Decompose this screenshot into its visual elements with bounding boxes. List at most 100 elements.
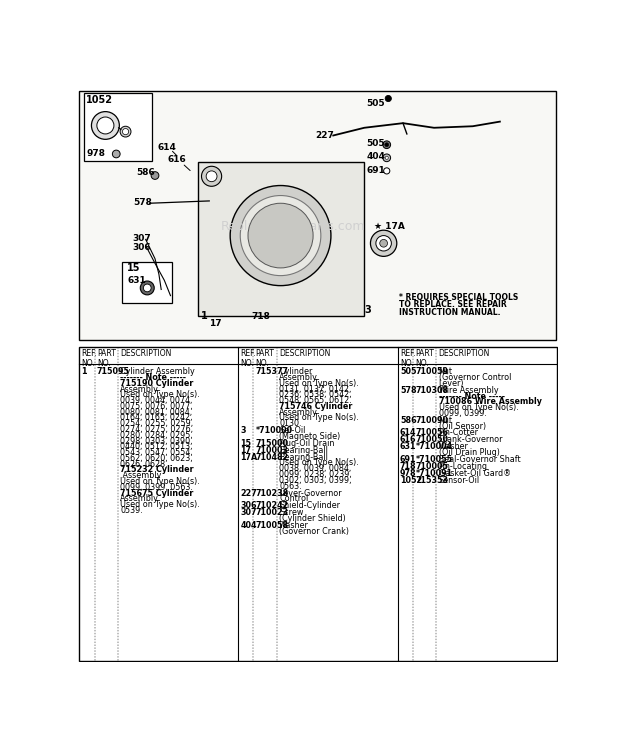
Text: REF.
NO.: REF. NO. [241,349,256,368]
Text: 631: 631 [127,276,146,286]
Bar [79,91,557,339]
Text: Bearing-Ball: Bearing-Ball [279,452,328,462]
Text: 718: 718 [400,462,417,471]
Text: 0080, 0081, 0084,: 0080, 0081, 0084, [120,408,192,417]
Text: Sensor-Oil: Sensor-Oil [439,476,480,485]
Circle shape [120,126,131,137]
Text: 1: 1 [201,311,208,321]
Circle shape [385,95,391,102]
Bar [198,162,365,316]
Text: 0543, 0547, 0554,: 0543, 0547, 0554, [120,448,193,457]
Text: 715746 Cylinder: 715746 Cylinder [279,402,352,411]
Text: 715232 Cylinder: 715232 Cylinder [120,466,193,475]
Text: Washer: Washer [439,443,469,452]
Text: Used on Type No(s).: Used on Type No(s). [279,379,359,388]
Text: Wire Assembly: Wire Assembly [439,385,498,395]
Text: 17A: 17A [241,452,257,462]
Text: Cylinder: Cylinder [279,368,312,376]
Circle shape [376,236,391,251]
Text: 715377: 715377 [255,368,289,376]
Text: 710482: 710482 [255,452,289,462]
Text: 0099, 0399, 0563.: 0099, 0399, 0563. [120,483,193,492]
Text: 715675 Cylinder: 715675 Cylinder [120,489,193,498]
Circle shape [230,185,331,286]
Text: 691: 691 [366,165,386,175]
Bar [123,262,172,304]
Text: Seal-Governor Shaft: Seal-Governor Shaft [439,455,520,464]
Text: 0254, 0255, 0259,: 0254, 0255, 0259, [120,419,193,429]
Text: 0131, 0137, 0142,: 0131, 0137, 0142, [279,385,352,394]
Text: 0298, 0303, 0390,: 0298, 0303, 0390, [120,437,193,446]
Circle shape [143,284,151,292]
Text: 0236, 0538, 0542,: 0236, 0538, 0542, [279,391,352,400]
Circle shape [383,154,391,161]
Text: 614: 614 [400,429,417,437]
Text: 0099, 0399.: 0099, 0399. [439,409,487,418]
Text: Assembly: Assembly [120,494,159,503]
Circle shape [384,168,390,174]
Text: 0130.: 0130. [279,419,301,429]
Text: 710005: 710005 [415,462,448,471]
Text: Gasket-Oil Gard®: Gasket-Oil Gard® [439,469,511,478]
Text: REF.
NO.: REF. NO. [400,349,415,368]
Text: Used on Type No(s).: Used on Type No(s). [120,477,200,486]
Circle shape [140,281,154,295]
Text: 710050: 710050 [415,435,448,444]
Text: (Cylinder Shield): (Cylinder Shield) [279,514,346,523]
Text: Used on Type No(s).: Used on Type No(s). [279,414,359,423]
Text: 307: 307 [241,508,257,517]
Text: 17: 17 [241,446,251,455]
Text: 404: 404 [366,153,386,161]
Text: Pin-Cotter: Pin-Cotter [439,429,479,437]
Text: ------- Note -----: ------- Note ----- [439,391,505,400]
Text: DESCRIPTION: DESCRIPTION [120,349,172,358]
Text: (Oil Sensor): (Oil Sensor) [439,422,486,431]
Text: 710058: 710058 [255,521,289,530]
Text: (Oil Drain Plug): (Oil Drain Plug) [439,448,500,457]
Text: INSTRUCTION MANUAL.: INSTRUCTION MANUAL. [399,308,500,317]
Text: Nut: Nut [439,368,453,376]
Text: 710086 Wire Assembly: 710086 Wire Assembly [439,397,542,406]
Text: TO REPLACE. SEE REPAIR: TO REPLACE. SEE REPAIR [399,301,507,310]
Text: 306: 306 [133,243,151,252]
Text: 227: 227 [241,489,257,498]
Text: 3: 3 [365,305,371,315]
Text: Used on Type No(s).: Used on Type No(s). [439,403,518,412]
Text: DESCRIPTION: DESCRIPTION [279,349,330,358]
Text: 0280, 0284, 0295,: 0280, 0284, 0295, [120,431,193,440]
Text: *710091: *710091 [415,469,453,478]
Text: Assembly: Assembly [279,373,318,382]
Text: PART
NO.: PART NO. [415,349,434,368]
Text: 710242: 710242 [255,501,289,510]
Text: ------- Note -----: ------- Note ----- [120,373,186,382]
Text: 15: 15 [241,439,251,448]
Circle shape [383,141,391,149]
Circle shape [371,230,397,257]
Text: 715000: 715000 [255,439,289,448]
Text: 715190 Cylinder: 715190 Cylinder [120,379,193,388]
Text: ReplacementParts.com: ReplacementParts.com [221,220,365,233]
Text: 710090: 710090 [415,416,448,425]
Text: PART
NO.: PART NO. [97,349,116,368]
Text: Lever): Lever) [439,379,464,388]
Text: 0539.: 0539. [120,506,143,515]
Text: 718: 718 [251,312,270,321]
Text: 505: 505 [366,139,385,148]
Text: 710056: 710056 [415,429,448,437]
Text: *710000: *710000 [255,426,293,435]
Circle shape [206,171,217,182]
Text: 710023: 710023 [255,508,289,517]
Text: 0038, 0039, 0084,: 0038, 0039, 0084, [279,464,352,473]
Text: PART
NO.: PART NO. [255,349,275,368]
Text: 0548, 0565, 0612.: 0548, 0565, 0612. [279,396,352,405]
Text: 17: 17 [210,318,222,328]
Text: 0274, 0275, 0276,: 0274, 0275, 0276, [120,425,193,434]
Text: *710004: *710004 [415,443,453,452]
Text: 0075, 0076, 0077,: 0075, 0076, 0077, [120,402,193,411]
Text: * REQUIRES SPECIAL TOOLS: * REQUIRES SPECIAL TOOLS [399,292,518,301]
Text: DESCRIPTION: DESCRIPTION [439,349,490,358]
Text: REF.
NO.: REF. NO. [81,349,97,368]
Circle shape [248,203,313,268]
Text: Plug-Oil Drain: Plug-Oil Drain [279,439,334,448]
Text: 691: 691 [400,455,417,464]
